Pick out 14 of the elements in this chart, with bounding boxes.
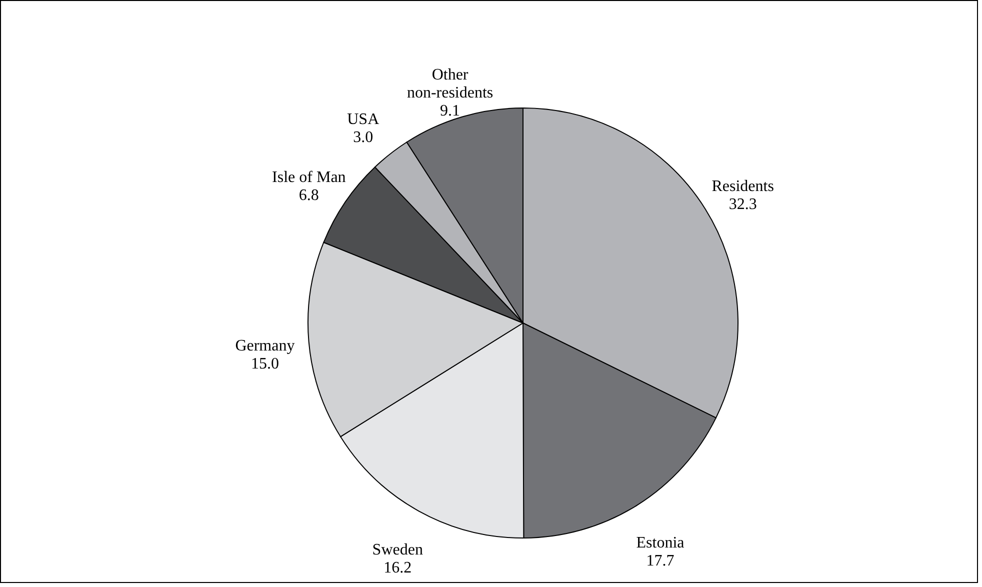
slice-label: Residents: [712, 178, 774, 196]
data-label: 15.0: [250, 355, 279, 372]
data-label: 16.2: [384, 560, 412, 577]
slice-label: USA: [347, 111, 380, 128]
slice-label: Other non-residents: [406, 66, 494, 102]
slice-label: Estonia: [636, 534, 684, 552]
data-label: 6.8: [298, 187, 319, 204]
data-label: 3.0: [353, 129, 374, 146]
slice-label: Isle of Man: [272, 169, 346, 186]
data-label: 17.7: [646, 552, 674, 570]
slice-label: Sweden: [372, 542, 423, 559]
data-label: 32.3: [728, 196, 757, 214]
data-label: 9.1: [440, 102, 460, 120]
slice-label: Germany: [235, 337, 295, 354]
